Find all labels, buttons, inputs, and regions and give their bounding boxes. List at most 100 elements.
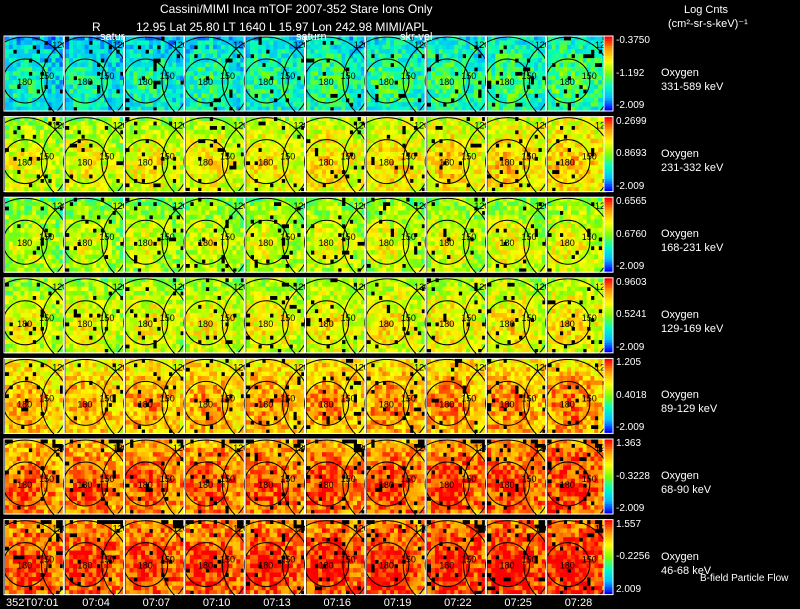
overlay-label-saturn: saturn <box>296 32 327 43</box>
contour-label-180: 180 <box>17 238 32 248</box>
species-label: Oxygen <box>661 550 699 564</box>
colorbar-label-mid: 0.5241 <box>616 310 647 320</box>
colorbar-label-min: -2.009 <box>616 423 644 433</box>
x-tick-label: 07:13 <box>263 598 291 609</box>
contour-label-180: 180 <box>500 77 515 87</box>
contour-label-180: 180 <box>77 77 92 87</box>
contour-label-150: 150 <box>582 555 597 565</box>
contour-label-180: 180 <box>77 480 92 490</box>
species-label: Oxygen <box>661 388 699 402</box>
contour-label-180: 180 <box>439 480 454 490</box>
contour-label-180: 180 <box>319 561 334 571</box>
contour-label-180: 180 <box>319 480 334 490</box>
figure-title: Cassini/MIMI Inca mTOF 2007-352 Stare Io… <box>160 3 433 15</box>
colorbar-label-max: 1.557 <box>616 520 641 530</box>
contour-label-180: 180 <box>379 319 394 329</box>
contour-label-180: 180 <box>500 561 515 571</box>
bfield-note: B-field Particle Flow <box>700 574 788 584</box>
x-tick-label: 07:22 <box>444 598 472 609</box>
energy-range-label: 231-332 keV <box>661 161 723 175</box>
contour-label-180: 180 <box>319 319 334 329</box>
contour-label-180: 180 <box>198 399 213 409</box>
contour-label-180: 180 <box>198 561 213 571</box>
heatmap-row-3: 1801501201801501201801501201801501201801… <box>0 278 612 367</box>
contour-label-150: 150 <box>582 71 597 81</box>
contour-label-180: 180 <box>258 561 273 571</box>
contour-label-150: 150 <box>582 474 597 484</box>
x-tick-label: 07:07 <box>143 598 171 609</box>
colorbar-label-mid: 0.6760 <box>616 230 647 240</box>
x-tick-label: 07:25 <box>504 598 532 609</box>
colorbar-label-min: -2.009 <box>616 262 644 272</box>
energy-range-label: 89-129 keV <box>661 402 717 416</box>
colorbar-label-max: 1.363 <box>616 439 641 449</box>
colorbar-label-max: 0.9603 <box>616 278 647 288</box>
contour-label-180: 180 <box>439 399 454 409</box>
heatmap-row-2: 1801501201801501201801501201801501201801… <box>0 197 612 286</box>
contour-label-180: 180 <box>17 399 32 409</box>
colorbar-label-max: 0.6565 <box>616 197 647 207</box>
contour-label-180: 180 <box>77 561 92 571</box>
contour-label-180: 180 <box>198 319 213 329</box>
contour-label-180: 180 <box>258 158 273 168</box>
species-label: Oxygen <box>661 469 699 483</box>
contour-label-180: 180 <box>198 158 213 168</box>
units-label: Log Cnts <box>684 5 728 16</box>
colorbar-label-min: 2.009 <box>616 585 641 595</box>
energy-range-label: 168-231 keV <box>661 241 723 255</box>
contour-label-180: 180 <box>319 158 334 168</box>
overlay-label-satur: satur <box>100 32 124 43</box>
contour-label-180: 180 <box>17 480 32 490</box>
contour-label-150: 150 <box>582 313 597 323</box>
contour-label-180: 180 <box>439 158 454 168</box>
contour-label-180: 180 <box>379 77 394 87</box>
contour-label-180: 180 <box>500 319 515 329</box>
contour-label-180: 180 <box>560 399 575 409</box>
contour-label-180: 180 <box>379 561 394 571</box>
contour-label-180: 180 <box>138 561 153 571</box>
contour-label-180: 180 <box>258 480 273 490</box>
heatmap-row-4: 1801501201801501201801501201801501201801… <box>0 358 612 447</box>
contour-label-180: 180 <box>439 319 454 329</box>
contour-label-180: 180 <box>439 561 454 571</box>
contour-label-180: 180 <box>439 77 454 87</box>
x-tick-label: 07:19 <box>384 598 412 609</box>
contour-label-180: 180 <box>258 77 273 87</box>
heatmap-row-1: 1801501201801501201801501201801501201801… <box>0 117 612 206</box>
energy-range-label: 68-90 keV <box>661 483 711 497</box>
contour-label-180: 180 <box>560 158 575 168</box>
contour-label-180: 180 <box>17 77 32 87</box>
contour-label-180: 180 <box>138 399 153 409</box>
contour-label-180: 180 <box>77 399 92 409</box>
contour-label-180: 180 <box>77 158 92 168</box>
contour-label-180: 180 <box>319 238 334 248</box>
x-tick-label: 07:28 <box>565 598 593 609</box>
contour-label-180: 180 <box>198 480 213 490</box>
colorbar-label-mid: -1.192 <box>616 69 644 79</box>
contour-label-180: 180 <box>379 399 394 409</box>
species-label: Oxygen <box>661 227 699 241</box>
contour-label-180: 180 <box>138 77 153 87</box>
contour-label-180: 180 <box>138 158 153 168</box>
species-label: Oxygen <box>661 66 699 80</box>
contour-label-180: 180 <box>319 399 334 409</box>
contour-label-150: 150 <box>582 232 597 242</box>
colorbar-label-min: -2.009 <box>616 343 644 353</box>
contour-label-180: 180 <box>560 480 575 490</box>
x-tick-label: 07:10 <box>203 598 231 609</box>
colorbar-label-mid: 0.8693 <box>616 149 647 159</box>
colorbar-label-max: 0.2699 <box>616 117 647 127</box>
contour-label-180: 180 <box>17 158 32 168</box>
heatmap-row-6: 1801501201801501201801501201801501201801… <box>0 520 612 609</box>
colorbar-label-mid: 0.4018 <box>616 391 647 401</box>
contour-label-180: 180 <box>258 238 273 248</box>
contour-label-180: 180 <box>379 158 394 168</box>
contour-label-180: 180 <box>560 319 575 329</box>
